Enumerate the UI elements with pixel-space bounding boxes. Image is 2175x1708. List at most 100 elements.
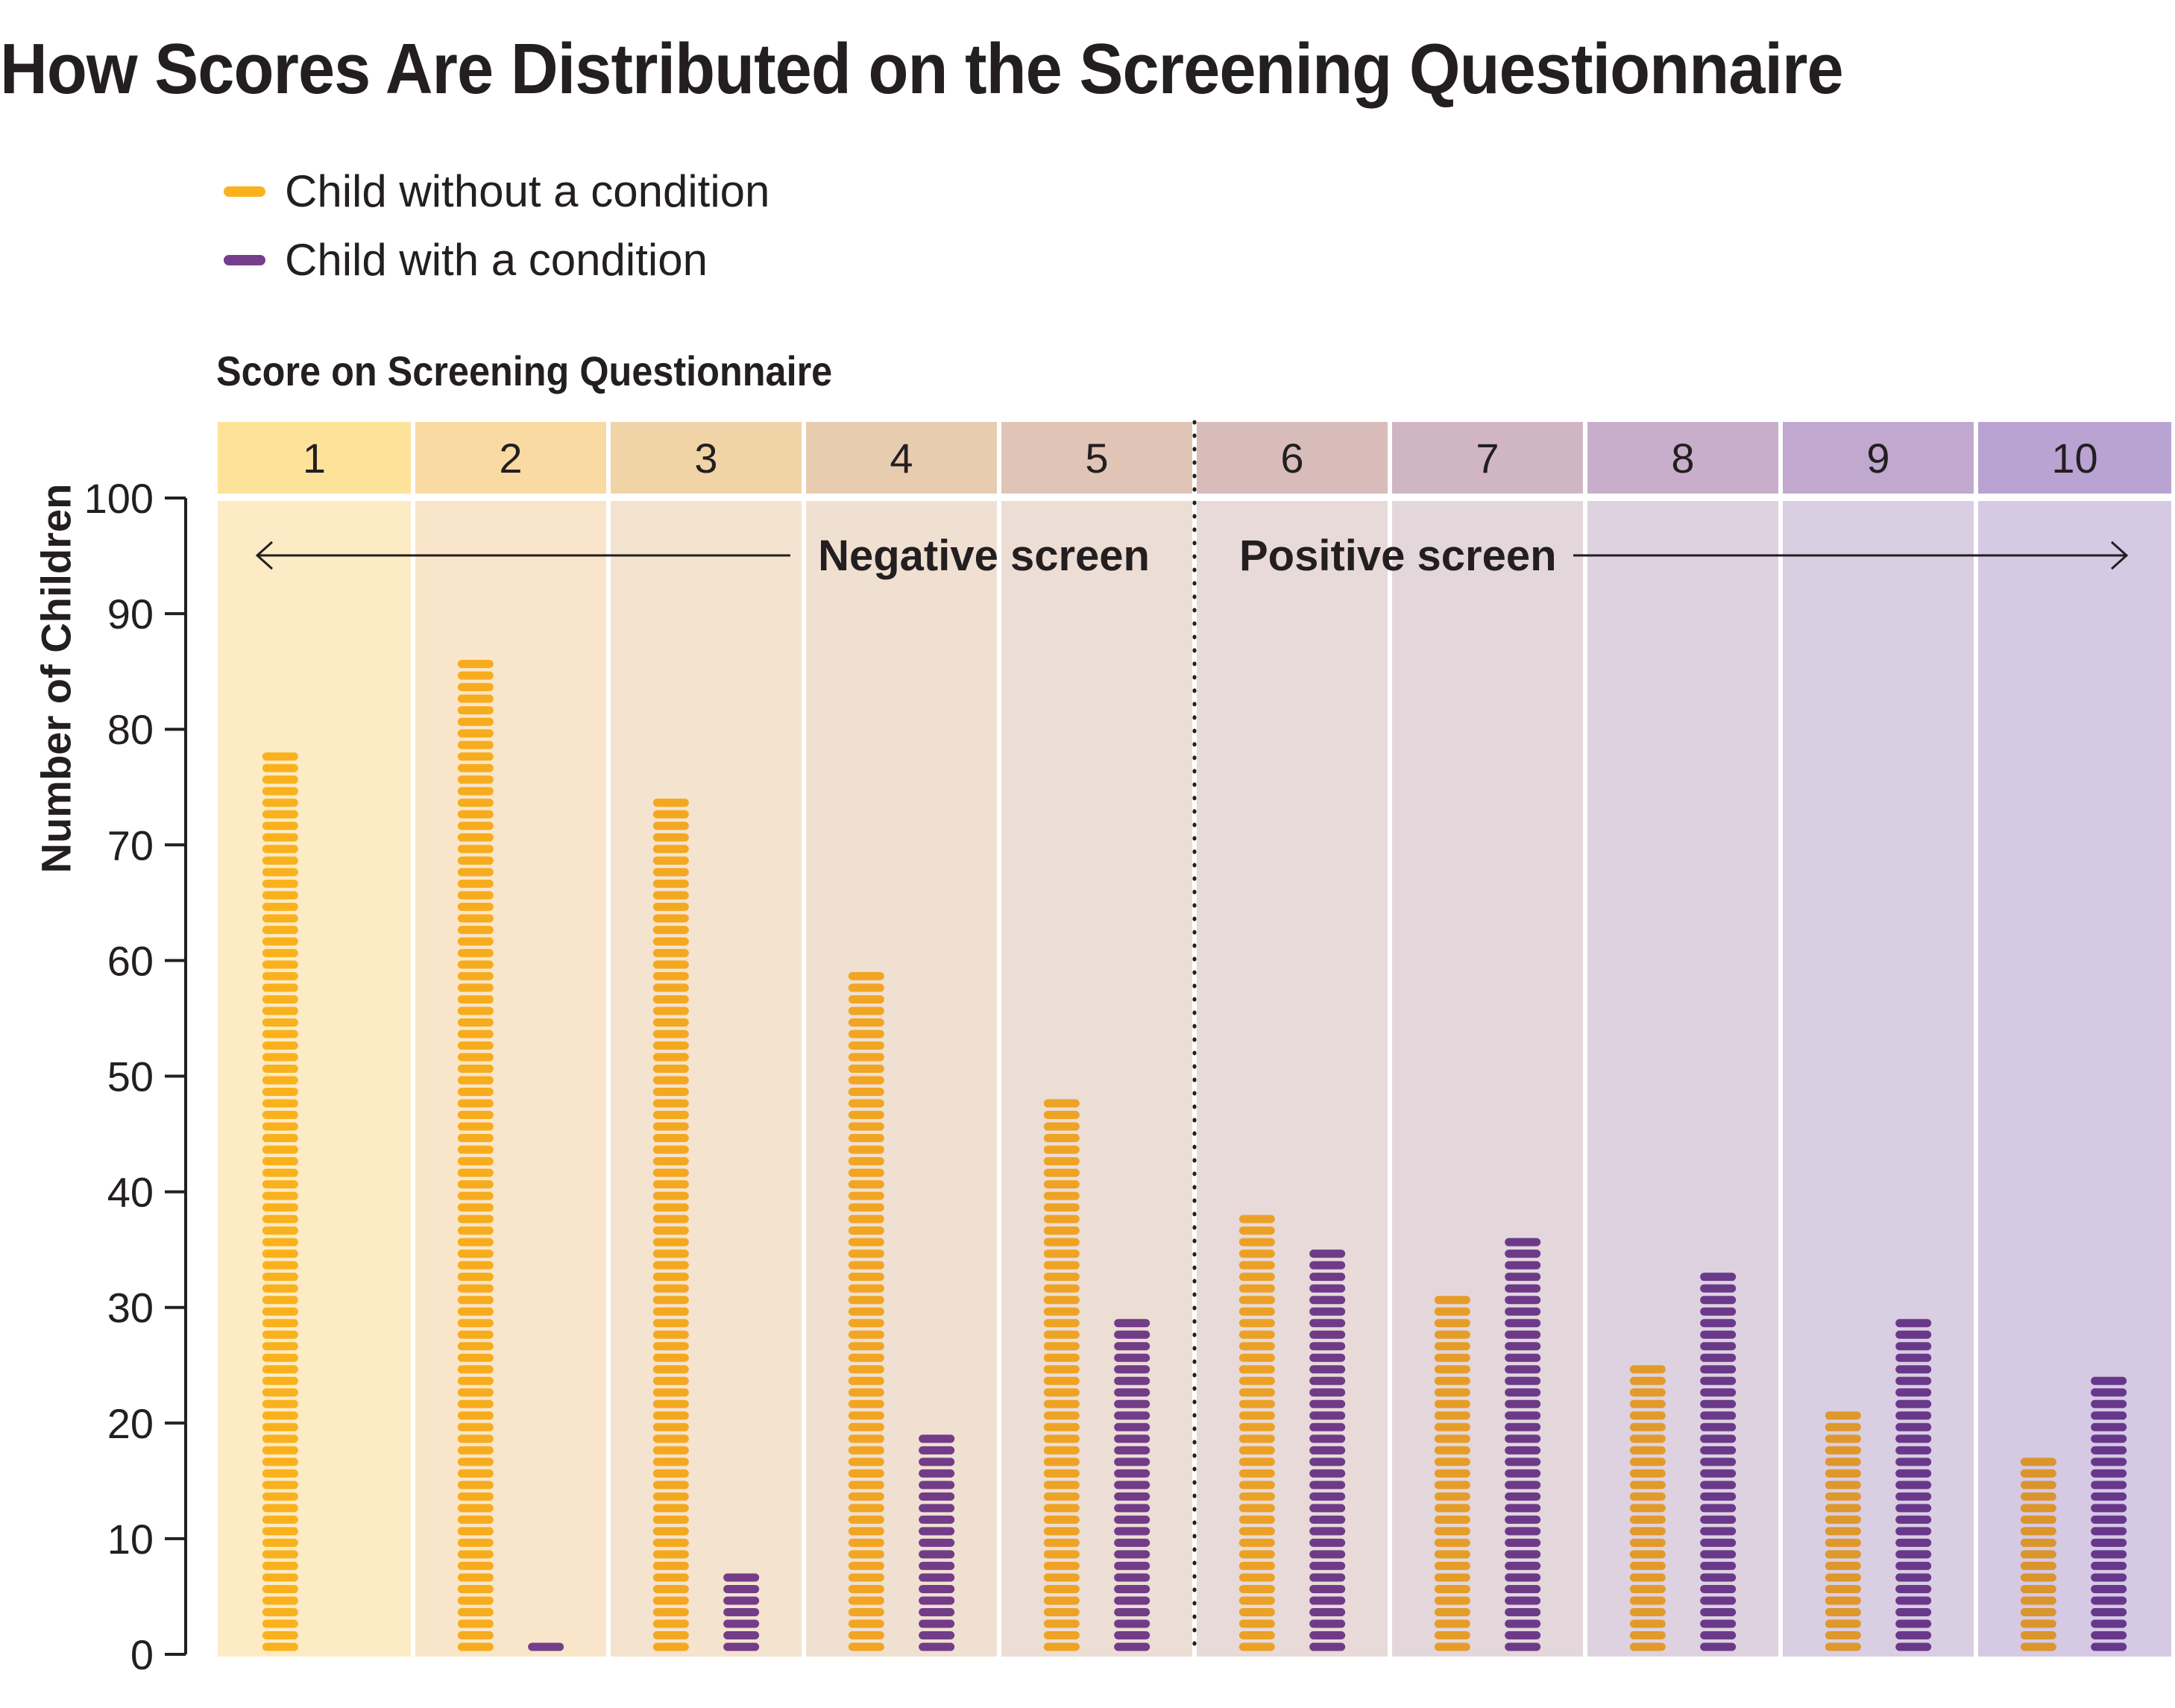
dash-without-condition bbox=[1629, 1458, 1666, 1466]
dash-with-condition bbox=[1505, 1399, 1541, 1408]
dash-without-condition bbox=[457, 868, 494, 877]
dash-with-condition bbox=[1309, 1422, 1346, 1431]
dash-without-condition bbox=[1043, 1469, 1080, 1478]
dash-without-condition bbox=[848, 1446, 884, 1455]
dash-without-condition bbox=[1434, 1422, 1470, 1431]
dash-without-condition bbox=[262, 1099, 298, 1108]
dash-with-condition bbox=[1505, 1353, 1541, 1362]
dash-without-condition bbox=[1043, 1584, 1080, 1593]
dash-without-condition bbox=[457, 1573, 494, 1582]
dash-without-condition bbox=[457, 1145, 494, 1154]
dash-with-condition bbox=[2091, 1619, 2127, 1628]
dash-without-condition bbox=[457, 1088, 494, 1097]
dash-with-condition bbox=[919, 1434, 955, 1443]
dash-without-condition bbox=[652, 902, 689, 911]
dash-without-condition bbox=[262, 1111, 298, 1120]
dash-without-condition bbox=[457, 1099, 494, 1108]
dash-without-condition bbox=[2020, 1607, 2056, 1616]
dash-with-condition bbox=[1114, 1642, 1151, 1651]
legend-label: Child with a condition bbox=[285, 235, 708, 285]
dash-with-condition bbox=[723, 1584, 760, 1593]
dash-without-condition bbox=[457, 1053, 494, 1062]
dash-with-condition bbox=[1505, 1330, 1541, 1339]
dash-without-condition bbox=[262, 752, 298, 761]
dash-without-condition bbox=[848, 1527, 884, 1536]
dash-without-condition bbox=[652, 1515, 689, 1524]
dash-with-condition bbox=[1505, 1607, 1541, 1616]
dash-with-condition bbox=[1114, 1584, 1151, 1593]
dash-without-condition bbox=[457, 1250, 494, 1258]
dash-with-condition bbox=[1309, 1607, 1346, 1616]
dash-without-condition bbox=[457, 1561, 494, 1570]
dash-without-condition bbox=[262, 983, 298, 992]
dash-with-condition bbox=[1895, 1642, 1932, 1651]
dash-with-condition bbox=[1895, 1399, 1932, 1408]
dash-without-condition bbox=[848, 1099, 884, 1108]
dash-with-condition bbox=[2091, 1538, 2127, 1547]
dash-with-condition bbox=[2091, 1504, 2127, 1513]
dash-without-condition bbox=[1238, 1619, 1275, 1628]
dash-with-condition bbox=[1505, 1307, 1541, 1316]
dash-without-condition bbox=[262, 925, 298, 934]
dash-without-condition bbox=[262, 1596, 298, 1605]
dash-without-condition bbox=[262, 1088, 298, 1097]
dash-with-condition bbox=[1895, 1630, 1932, 1639]
dash-without-condition bbox=[1043, 1238, 1080, 1247]
dash-with-condition bbox=[1309, 1319, 1346, 1328]
dash-with-condition bbox=[723, 1630, 760, 1639]
dash-without-condition bbox=[457, 1492, 494, 1501]
y-tick-label: 50 bbox=[107, 1053, 154, 1100]
dash-without-condition bbox=[1629, 1388, 1666, 1397]
dash-with-condition bbox=[1309, 1481, 1346, 1490]
dash-without-condition bbox=[1434, 1481, 1470, 1490]
dash-without-condition bbox=[1043, 1273, 1080, 1282]
dash-with-condition bbox=[1114, 1411, 1151, 1420]
dash-with-condition bbox=[1895, 1550, 1932, 1559]
dash-with-condition bbox=[1505, 1573, 1541, 1582]
dash-with-condition bbox=[919, 1515, 955, 1524]
dash-without-condition bbox=[652, 1168, 689, 1177]
dash-without-condition bbox=[262, 1561, 298, 1570]
dash-without-condition bbox=[1238, 1319, 1275, 1328]
dash-without-condition bbox=[1043, 1122, 1080, 1131]
dash-without-condition bbox=[1238, 1214, 1275, 1223]
dash-without-condition bbox=[652, 1550, 689, 1559]
dash-without-condition bbox=[1825, 1630, 1861, 1639]
dash-without-condition bbox=[457, 1134, 494, 1143]
dash-without-condition bbox=[652, 1584, 689, 1593]
dash-with-condition bbox=[1505, 1596, 1541, 1605]
dash-without-condition bbox=[848, 1041, 884, 1050]
dash-without-condition bbox=[848, 1422, 884, 1431]
dash-without-condition bbox=[457, 925, 494, 934]
dash-without-condition bbox=[1434, 1596, 1470, 1605]
dash-without-condition bbox=[652, 833, 689, 842]
dash-without-condition bbox=[848, 1538, 884, 1547]
dash-without-condition bbox=[848, 1006, 884, 1015]
dash-without-condition bbox=[1043, 1458, 1080, 1466]
dash-without-condition bbox=[1238, 1296, 1275, 1305]
dash-without-condition bbox=[1825, 1619, 1861, 1628]
dash-with-condition bbox=[1309, 1561, 1346, 1570]
dash-with-condition bbox=[1700, 1284, 1737, 1293]
dash-without-condition bbox=[457, 1538, 494, 1547]
dash-with-condition bbox=[2091, 1561, 2127, 1570]
chart-title: How Scores Are Distributed on the Screen… bbox=[0, 29, 1844, 109]
dash-without-condition bbox=[457, 798, 494, 807]
dash-without-condition bbox=[457, 1630, 494, 1639]
dash-without-condition bbox=[1043, 1319, 1080, 1328]
dash-without-condition bbox=[848, 1053, 884, 1062]
dash-without-condition bbox=[457, 717, 494, 726]
dash-with-condition bbox=[919, 1458, 955, 1466]
dash-without-condition bbox=[1629, 1376, 1666, 1385]
dash-with-condition bbox=[1309, 1469, 1346, 1478]
y-tick-label: 0 bbox=[130, 1631, 154, 1678]
dash-without-condition bbox=[457, 660, 494, 669]
dash-with-condition bbox=[1895, 1365, 1932, 1374]
dash-with-condition bbox=[1505, 1630, 1541, 1639]
dash-without-condition bbox=[262, 1168, 298, 1177]
dash-without-condition bbox=[1825, 1504, 1861, 1513]
dash-with-condition bbox=[1895, 1538, 1932, 1547]
dash-without-condition bbox=[652, 1342, 689, 1351]
dash-without-condition bbox=[1043, 1307, 1080, 1316]
